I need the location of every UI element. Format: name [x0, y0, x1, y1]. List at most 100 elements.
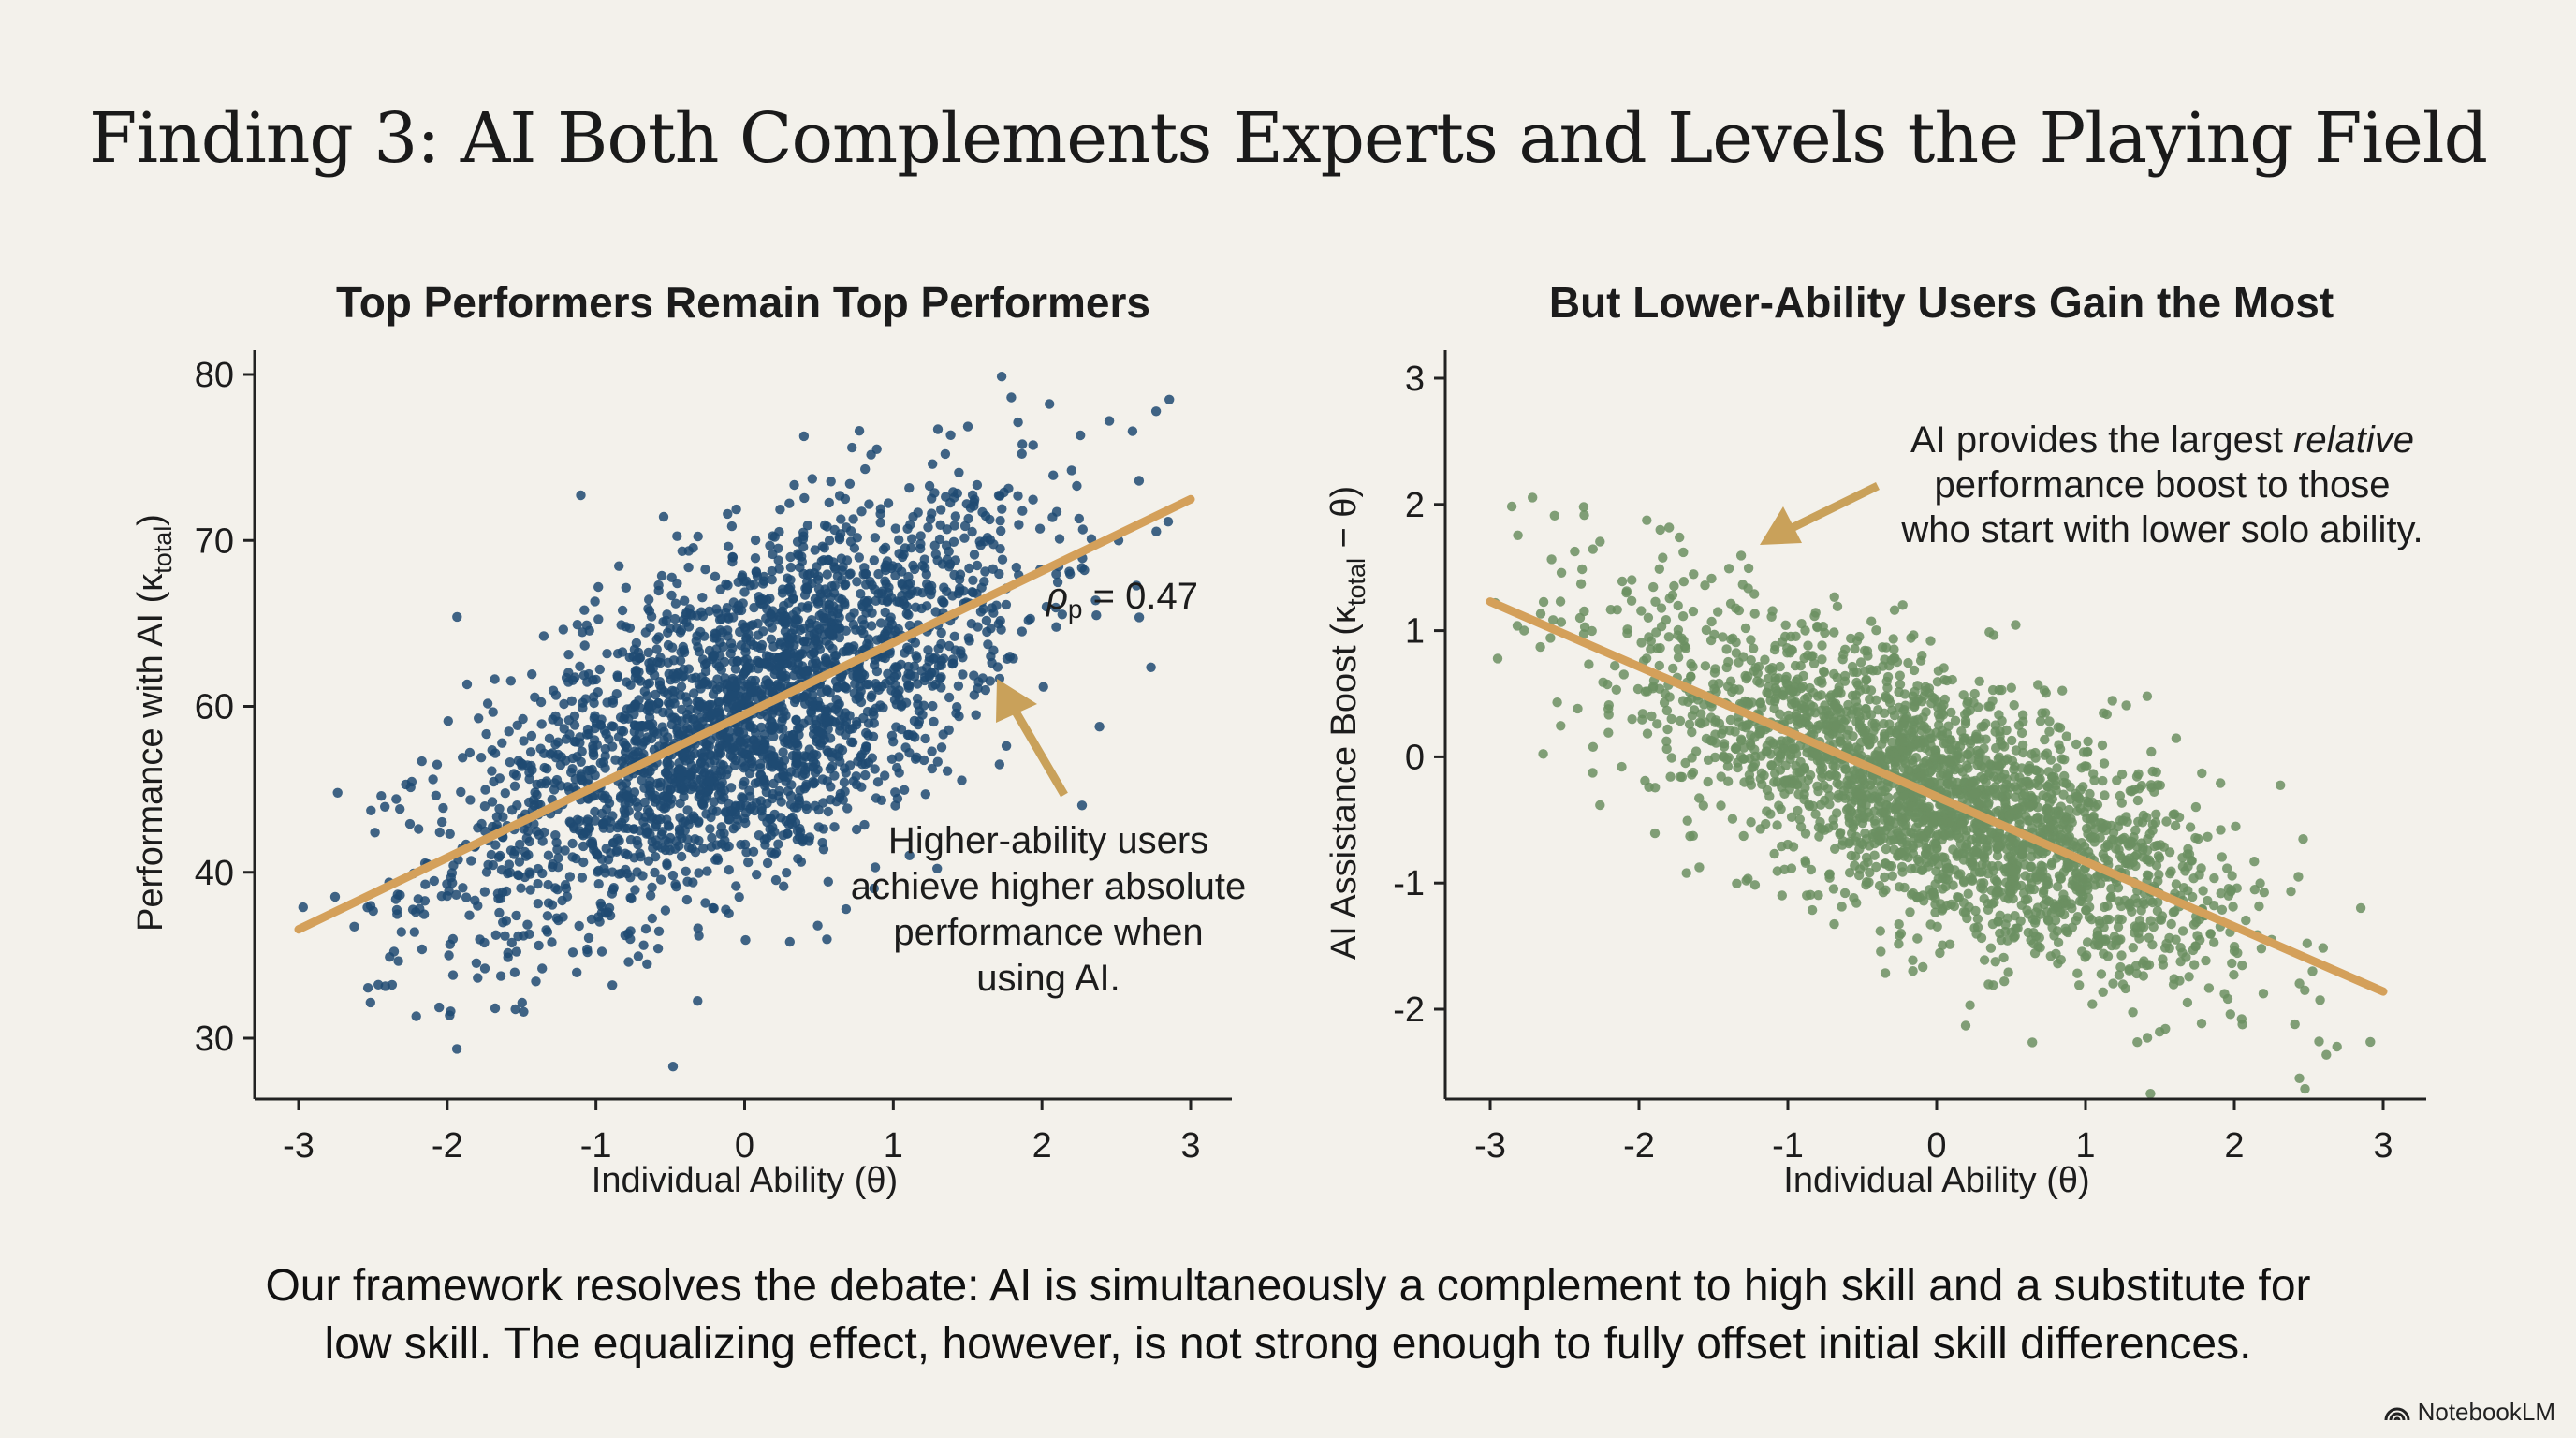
data-point [859, 595, 870, 607]
data-point [2056, 873, 2066, 884]
data-point [834, 632, 845, 643]
data-point [1688, 767, 1699, 778]
data-point [471, 958, 482, 968]
data-point [2128, 943, 2138, 953]
data-point [1985, 701, 1996, 712]
data-point [716, 613, 726, 624]
data-point [2216, 825, 2226, 835]
data-point [2046, 788, 2056, 800]
data-point [949, 521, 959, 531]
data-point [1875, 755, 1886, 766]
data-point [1570, 546, 1580, 557]
data-point [2217, 852, 2227, 862]
data-point [547, 937, 557, 947]
data-point [470, 895, 480, 905]
data-point [464, 910, 475, 920]
data-point [452, 611, 462, 623]
data-point [1643, 612, 1654, 623]
data-point [1940, 881, 1951, 892]
data-point [2070, 881, 2080, 891]
data-point [1132, 580, 1142, 591]
data-point [929, 716, 939, 727]
data-point [1846, 633, 1856, 644]
data-point [731, 504, 741, 515]
data-point [855, 691, 865, 701]
data-point [2158, 960, 2169, 970]
data-point [973, 622, 983, 632]
data-point [2115, 961, 2126, 973]
data-point [1723, 564, 1734, 574]
data-point [862, 638, 872, 650]
data-point [904, 850, 915, 860]
data-point [1971, 729, 1982, 740]
data-point [479, 937, 490, 948]
data-point [740, 720, 751, 730]
data-point [2017, 740, 2028, 751]
data-point [770, 874, 782, 886]
data-point [694, 931, 704, 941]
data-point [662, 860, 672, 871]
data-point [915, 543, 926, 554]
data-point [690, 834, 700, 844]
data-point [1739, 777, 1749, 787]
data-point [490, 840, 501, 850]
data-point [1893, 851, 1903, 861]
data-point [512, 800, 522, 811]
data-point [1750, 663, 1761, 673]
data-point [451, 1044, 462, 1054]
data-point [509, 781, 520, 791]
data-point [2256, 944, 2267, 954]
data-point [1960, 1020, 1971, 1031]
data-point [1054, 534, 1065, 544]
data-point [832, 608, 843, 619]
data-point [812, 920, 823, 931]
data-point [539, 748, 549, 758]
data-point [505, 676, 516, 686]
data-point [415, 903, 425, 914]
data-point [2051, 948, 2061, 959]
data-point [1676, 771, 1688, 783]
data-point [696, 748, 707, 758]
data-point [683, 664, 694, 674]
data-point [595, 757, 606, 769]
data-point [2071, 916, 2082, 926]
data-point [575, 738, 585, 748]
data-point [736, 840, 746, 850]
data-point [871, 595, 881, 606]
data-point [844, 711, 855, 721]
data-point [2190, 832, 2201, 844]
data-point [918, 700, 929, 711]
data-point [677, 704, 687, 715]
data-point [621, 582, 631, 593]
data-point [1595, 536, 1605, 547]
data-point [617, 605, 628, 616]
data-point [487, 745, 497, 756]
data-point [740, 761, 751, 771]
data-point [1074, 513, 1085, 524]
data-point [409, 927, 419, 937]
data-point [1709, 668, 1720, 678]
data-point [1817, 640, 1827, 651]
data-point [1538, 596, 1549, 608]
data-point [488, 707, 498, 717]
data-point [2201, 955, 2211, 966]
data-point [1884, 661, 1895, 671]
data-point [451, 889, 461, 900]
data-point [2049, 931, 2059, 941]
data-point [912, 653, 922, 664]
data-point [636, 852, 646, 862]
data-point [1513, 530, 1523, 540]
data-point [2142, 691, 2153, 701]
data-point [1794, 814, 1806, 825]
data-point [2013, 720, 2025, 730]
data-point [977, 506, 988, 518]
data-point [548, 685, 559, 696]
data-point [1867, 718, 1878, 728]
data-point [930, 607, 941, 617]
data-point [2160, 1023, 2171, 1034]
data-point [2055, 723, 2066, 733]
data-point [658, 796, 668, 806]
data-point [693, 923, 703, 933]
data-point [1734, 605, 1745, 616]
data-point [1969, 823, 1979, 833]
